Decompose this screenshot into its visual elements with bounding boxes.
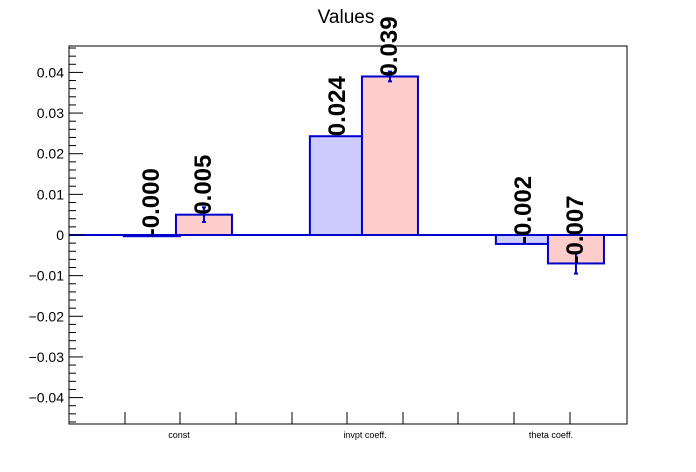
value-label-1-2: -0.007 <box>562 195 589 263</box>
value-label-1-0: 0.005 <box>190 155 217 215</box>
y-tick-label: −0.01 <box>29 268 65 284</box>
bar-1-1 <box>360 75 419 236</box>
chart-title: Values <box>318 7 375 28</box>
y-tick-label: 0 <box>56 227 64 243</box>
value-label-0-1: 0.024 <box>324 76 351 137</box>
error-bars-group <box>201 70 578 275</box>
bars-group <box>122 75 605 265</box>
y-tick-label: 0.03 <box>37 105 64 121</box>
y-tick-label: −0.03 <box>29 349 65 365</box>
y-axis: −0.04 −0.03 −0.02 −0.01 0 0.01 0.02 0.03 0.04 <box>29 47 83 423</box>
y-tick-label: 0.02 <box>37 146 64 162</box>
value-label-0-2: -0.002 <box>510 176 537 244</box>
y-tick-label: −0.04 <box>29 390 65 406</box>
x-tick-label: invpt coeff. <box>343 430 386 440</box>
bar-0-1 <box>308 135 367 236</box>
y-tick-label: −0.02 <box>29 308 65 324</box>
x-axis: const invpt coeff. theta coeff. <box>124 412 573 440</box>
y-tick-label: 0.04 <box>37 64 64 80</box>
x-tick-label: const <box>168 430 190 440</box>
x-tick-label: theta coeff. <box>529 430 573 440</box>
value-labels-group: -0.000 0.024 -0.002 0.005 0.039 -0.007 <box>138 16 589 263</box>
value-label-0-0: -0.000 <box>138 168 165 236</box>
value-label-1-1: 0.039 <box>376 16 403 76</box>
y-tick-label: 0.01 <box>37 186 64 202</box>
